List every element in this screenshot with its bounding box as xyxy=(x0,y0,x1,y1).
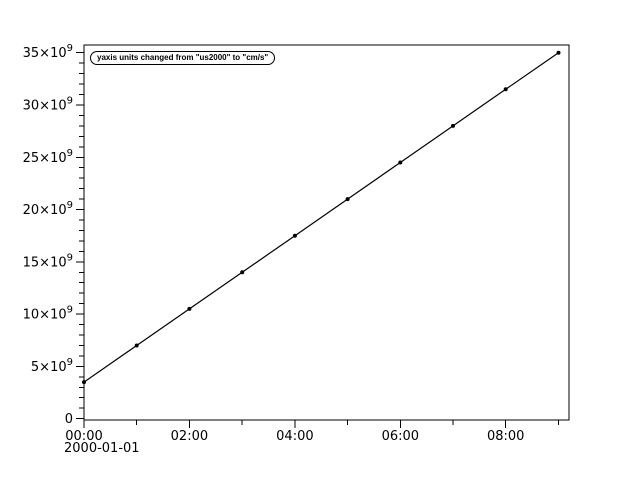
data-point xyxy=(398,160,403,165)
x-tick-label: 00:00 xyxy=(65,429,102,444)
y-tick-label: 10×109 xyxy=(23,305,73,323)
data-point xyxy=(134,343,139,348)
x-tick-label: 08:00 xyxy=(487,429,524,444)
y-tick-label: 5×109 xyxy=(31,357,73,375)
y-tick-label: 20×109 xyxy=(23,200,73,218)
x-axis-date-label: 2000-01-01 xyxy=(64,441,140,456)
y-tick-label: 0 xyxy=(65,412,73,427)
data-point xyxy=(556,50,561,55)
annotation-box: yaxis units changed from "us2000" to "cm… xyxy=(90,51,276,65)
data-point xyxy=(240,270,245,275)
y-tick-label: 30×109 xyxy=(23,96,73,114)
y-tick-label: 15×109 xyxy=(23,252,73,270)
data-line xyxy=(83,52,559,383)
y-tick-label: 25×109 xyxy=(23,148,73,166)
x-tick-label: 02:00 xyxy=(171,429,208,444)
x-tick-label: 04:00 xyxy=(276,429,313,444)
data-point xyxy=(187,306,192,311)
x-tick-label: 06:00 xyxy=(382,429,419,444)
data-point xyxy=(451,123,455,128)
data-point xyxy=(503,87,508,92)
data-point xyxy=(345,197,350,202)
plot-frame xyxy=(83,44,570,421)
data-point xyxy=(292,233,297,238)
y-tick-label: 35×109 xyxy=(23,43,73,61)
